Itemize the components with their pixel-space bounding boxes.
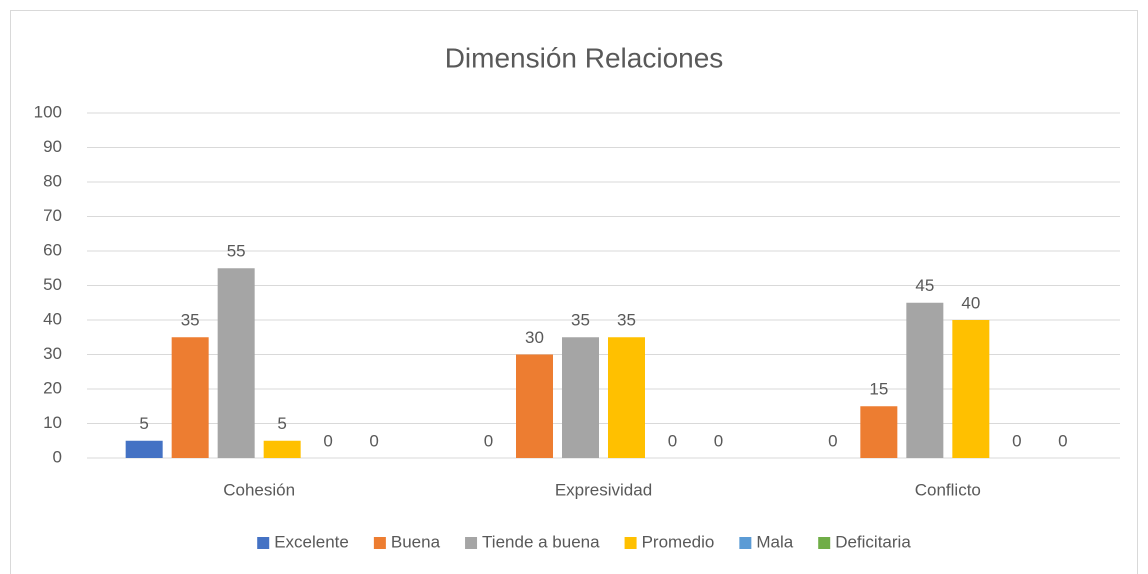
bar	[608, 337, 645, 458]
data-label: 35	[617, 311, 636, 330]
legend-label: Mala	[756, 532, 793, 551]
legend-label: Excelente	[274, 532, 349, 551]
y-tick-label: 70	[43, 206, 62, 225]
data-label: 0	[369, 431, 378, 450]
bar	[860, 406, 898, 458]
data-label: 15	[869, 380, 888, 399]
legend-swatch	[624, 537, 637, 549]
chart-title: Dimensión Relaciones	[445, 42, 724, 73]
y-tick-label: 50	[43, 275, 62, 294]
data-label: 40	[961, 293, 980, 312]
legend-swatch	[465, 537, 478, 549]
legend-swatch	[739, 537, 752, 549]
bar	[125, 440, 163, 458]
y-tick-label: 90	[43, 137, 62, 156]
legend-label: Deficitaria	[835, 532, 911, 551]
data-label: 55	[227, 242, 246, 261]
bar	[952, 320, 990, 458]
x-tick-label: Conflicto	[915, 480, 981, 499]
data-label: 0	[484, 431, 493, 450]
data-label: 45	[915, 276, 934, 295]
bar	[516, 354, 553, 458]
data-label: 5	[277, 414, 286, 433]
legend-swatch	[818, 537, 831, 549]
data-label: 0	[714, 431, 723, 450]
y-tick-label: 100	[34, 102, 62, 121]
y-tick-label: 80	[43, 171, 62, 190]
bar	[906, 302, 944, 458]
data-label: 30	[525, 328, 544, 347]
data-label: 0	[668, 431, 677, 450]
data-label: 5	[139, 414, 148, 433]
y-tick-label: 30	[43, 344, 62, 363]
bar	[263, 440, 301, 458]
bar	[217, 268, 255, 458]
data-label: 35	[181, 311, 200, 330]
legend-label: Buena	[391, 532, 441, 551]
legend-label: Tiende a buena	[482, 532, 600, 551]
y-tick-label: 10	[43, 413, 62, 432]
legend-label: Promedio	[642, 532, 715, 551]
data-label: 0	[323, 431, 332, 450]
y-tick-label: 0	[53, 447, 62, 466]
data-label: 35	[571, 311, 590, 330]
legend-swatch	[373, 537, 386, 549]
x-tick-label: Expresividad	[555, 480, 652, 499]
chart-frame	[10, 10, 1138, 574]
bar	[562, 337, 599, 458]
y-tick-label: 60	[43, 240, 62, 259]
data-label: 0	[1012, 431, 1021, 450]
legend-swatch	[257, 537, 270, 549]
y-tick-label: 40	[43, 309, 62, 328]
bar	[171, 337, 209, 458]
y-tick-label: 20	[43, 378, 62, 397]
data-label: 0	[828, 431, 837, 450]
x-tick-label: Cohesión	[223, 480, 295, 499]
data-label: 0	[1058, 431, 1067, 450]
